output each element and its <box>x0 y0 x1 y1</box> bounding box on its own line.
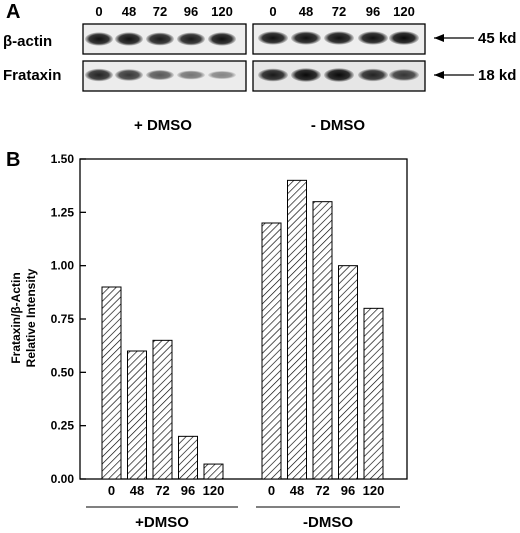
y-tick-label-1.50: 1.50 <box>51 152 75 166</box>
band-actin-minus-72 <box>324 31 354 45</box>
x-tick-label-minus-72: 72 <box>315 483 329 498</box>
band-frataxin-plus-96 <box>177 70 205 80</box>
bar-minus-72 <box>312 201 333 480</box>
bar-plus-120 <box>203 463 224 480</box>
band-frataxin-plus-48 <box>115 69 143 81</box>
lane-label-minus-120: 120 <box>393 4 415 19</box>
band-actin-plus-0 <box>85 32 113 46</box>
blot-bands <box>85 31 419 82</box>
bar-minus-120 <box>363 307 384 480</box>
bar-plus-48 <box>127 350 147 480</box>
y-tick-label-1.25: 1.25 <box>51 205 75 219</box>
band-actin-plus-48 <box>115 32 143 46</box>
lane-label-plus-120: 120 <box>211 4 233 19</box>
marker-45kd: 45 kd <box>478 30 516 47</box>
marker-18kd: 18 kd <box>478 67 516 84</box>
lane-label-minus-96: 96 <box>366 4 380 19</box>
panel-a-lane-labels-plus: 0 48 72 96 120 <box>95 4 232 19</box>
lane-label-plus-0: 0 <box>95 4 102 19</box>
lane-label-plus-48: 48 <box>122 4 136 19</box>
band-actin-plus-120 <box>208 32 236 46</box>
bar-minus-96 <box>338 265 358 480</box>
group-label-b-minus: -DMSO <box>303 514 353 531</box>
x-tick-label-plus-96: 96 <box>181 483 195 498</box>
marker-arrow-18-head <box>434 71 444 79</box>
x-tick-label-plus-0: 0 <box>108 483 115 498</box>
marker-arrow-45-head <box>434 34 444 42</box>
x-tick-label-minus-48: 48 <box>290 483 304 498</box>
x-tick-label-minus-96: 96 <box>341 483 355 498</box>
band-actin-plus-72 <box>146 32 174 46</box>
band-frataxin-minus-120 <box>389 69 419 81</box>
x-tick-label-minus-0: 0 <box>268 483 275 498</box>
x-axis-tick-labels: 0 48 72 96 120 0 48 72 96 120 <box>108 483 384 498</box>
band-actin-minus-96 <box>358 31 388 45</box>
y-axis-label-line2: Relative Intensity <box>24 268 38 367</box>
bar-series <box>101 179 384 480</box>
band-frataxin-minus-48 <box>291 68 321 82</box>
lane-label-minus-0: 0 <box>269 4 276 19</box>
bar-plus-72 <box>152 339 173 480</box>
y-tick-label-0.25: 0.25 <box>51 419 75 433</box>
group-label-b-plus: +DMSO <box>135 514 189 531</box>
panel-a-label: A <box>6 1 20 23</box>
panel-a-lane-labels-minus: 0 48 72 96 120 <box>269 4 414 19</box>
band-frataxin-minus-96 <box>358 68 388 82</box>
band-actin-minus-48 <box>291 31 321 45</box>
y-tick-label-1.00: 1.00 <box>51 259 75 273</box>
lane-label-plus-96: 96 <box>184 4 198 19</box>
band-frataxin-plus-0 <box>85 68 113 82</box>
x-tick-label-minus-120: 120 <box>363 483 385 498</box>
y-tick-label-0.75: 0.75 <box>51 312 75 326</box>
bar-plus-96 <box>178 435 198 480</box>
band-frataxin-plus-72 <box>146 70 174 80</box>
group-label-minus-dmso: - DMSO <box>311 117 365 134</box>
actin-row-label: β-actin <box>3 33 52 50</box>
y-axis-ticks: 0.00 0.25 0.50 0.75 1.00 1.25 1.50 <box>51 152 86 486</box>
band-frataxin-plus-120 <box>208 71 236 79</box>
band-actin-plus-96 <box>177 32 205 46</box>
frataxin-row-label: Frataxin <box>3 67 61 84</box>
bar-minus-0 <box>261 222 282 480</box>
x-tick-label-plus-120: 120 <box>203 483 225 498</box>
lane-label-minus-48: 48 <box>299 4 313 19</box>
group-label-plus-dmso: + DMSO <box>134 117 192 134</box>
y-tick-label-0.00: 0.00 <box>51 472 75 486</box>
bar-plus-0 <box>101 286 122 480</box>
band-frataxin-minus-72 <box>324 68 354 82</box>
lane-label-minus-72: 72 <box>332 4 346 19</box>
x-tick-label-plus-48: 48 <box>130 483 144 498</box>
y-axis-label-line1: Frataxin/β-Actin <box>9 272 23 363</box>
lane-label-plus-72: 72 <box>153 4 167 19</box>
band-actin-minus-120 <box>389 31 419 45</box>
band-actin-minus-0 <box>258 31 288 45</box>
y-tick-label-0.50: 0.50 <box>51 365 75 379</box>
band-frataxin-minus-0 <box>258 68 288 82</box>
bar-minus-48 <box>287 179 307 480</box>
x-tick-label-plus-72: 72 <box>155 483 169 498</box>
panel-b-label: B <box>6 149 20 171</box>
